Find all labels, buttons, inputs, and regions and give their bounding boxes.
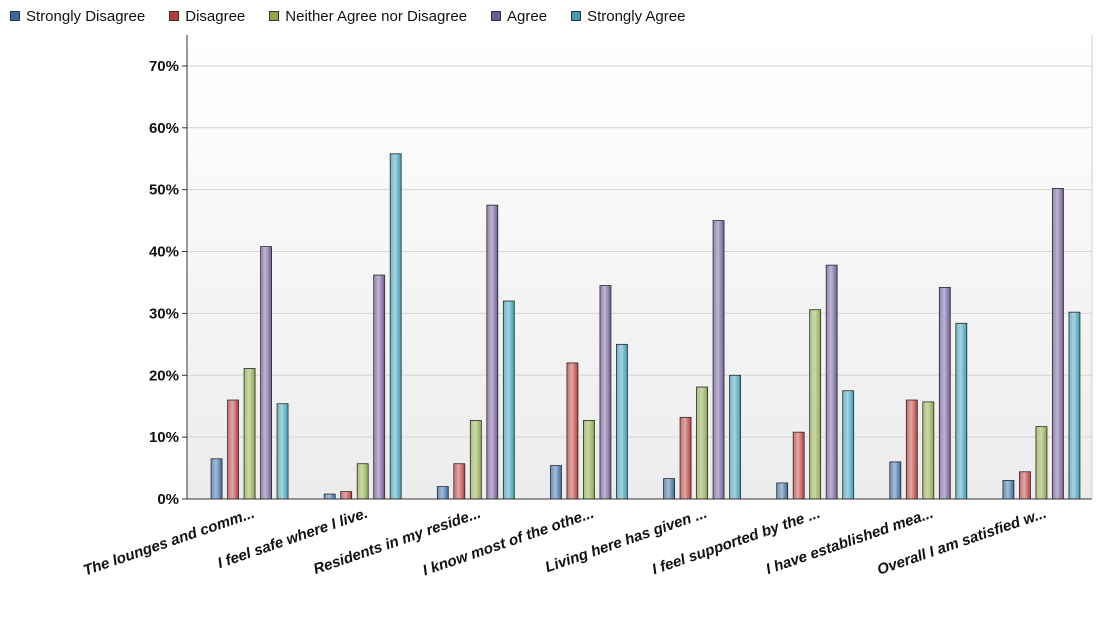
bar <box>599 285 612 500</box>
bar <box>436 486 449 500</box>
y-tick-label: 60% <box>149 120 179 137</box>
legend-item: Strongly Disagree <box>10 8 145 25</box>
y-tick-label: 70% <box>149 58 179 75</box>
bar <box>227 399 239 500</box>
bar <box>550 465 562 500</box>
bar <box>616 343 628 500</box>
bar <box>469 420 482 500</box>
bar <box>663 478 675 500</box>
bar <box>1019 471 1031 500</box>
legend-swatch <box>169 11 180 21</box>
y-tick-label: 0% <box>157 491 179 508</box>
legend-swatch <box>571 11 582 21</box>
bar <box>955 322 968 500</box>
bar <box>809 309 822 500</box>
bar <box>696 386 708 500</box>
bar <box>1068 311 1081 500</box>
legend-label: Strongly Disagree <box>26 7 146 25</box>
bar <box>583 420 595 500</box>
y-tick-label: 40% <box>149 244 179 261</box>
legend-label: Agree <box>507 7 548 25</box>
bar <box>729 374 741 500</box>
y-tick-labels: 0% 10% 20% 30% 40% 50% 60% 70% <box>149 58 179 508</box>
y-tick-label: 20% <box>149 367 179 384</box>
x-tick-labels: The lounges and comm...I feel safe where… <box>81 505 1049 580</box>
bar <box>486 204 499 500</box>
bar <box>825 264 838 500</box>
bar <box>566 362 579 500</box>
bar <box>260 246 272 500</box>
bar <box>276 403 289 500</box>
bar <box>340 491 353 500</box>
bar <box>1035 426 1048 500</box>
legend: Strongly Disagree Disagree Neither Agree n… <box>10 4 709 28</box>
bar <box>679 416 692 500</box>
legend-label: Strongly Agree <box>587 7 686 25</box>
axes <box>186 35 1093 500</box>
bar <box>389 153 402 500</box>
legend-item: Strongly Agree <box>571 8 685 25</box>
bar <box>1052 188 1064 500</box>
y-tick-label: 10% <box>149 429 179 446</box>
legend-swatch <box>269 11 280 21</box>
y-tick-label: 50% <box>149 182 179 199</box>
bar <box>776 482 789 500</box>
bar <box>938 287 951 500</box>
bar <box>842 390 855 500</box>
bar <box>1002 480 1015 500</box>
bar <box>243 368 256 500</box>
legend-swatch <box>491 11 502 21</box>
bar <box>502 300 515 500</box>
legend-item: Agree <box>491 8 547 25</box>
bar <box>373 274 386 500</box>
bar <box>323 493 336 500</box>
bar <box>453 463 466 500</box>
legend-item: Neither Agree nor Disagree <box>269 8 467 25</box>
y-tick-label: 30% <box>149 305 179 322</box>
legend-label: Disagree <box>185 7 246 25</box>
legend-label: Neither Agree nor Disagree <box>285 7 468 25</box>
legend-item: Disagree <box>169 8 245 25</box>
bar <box>712 220 725 500</box>
bar <box>889 461 902 500</box>
bar <box>356 463 369 500</box>
legend-swatch <box>10 11 20 21</box>
bar <box>922 401 935 500</box>
bar <box>905 399 918 500</box>
bar <box>792 431 805 500</box>
bar <box>210 458 223 500</box>
